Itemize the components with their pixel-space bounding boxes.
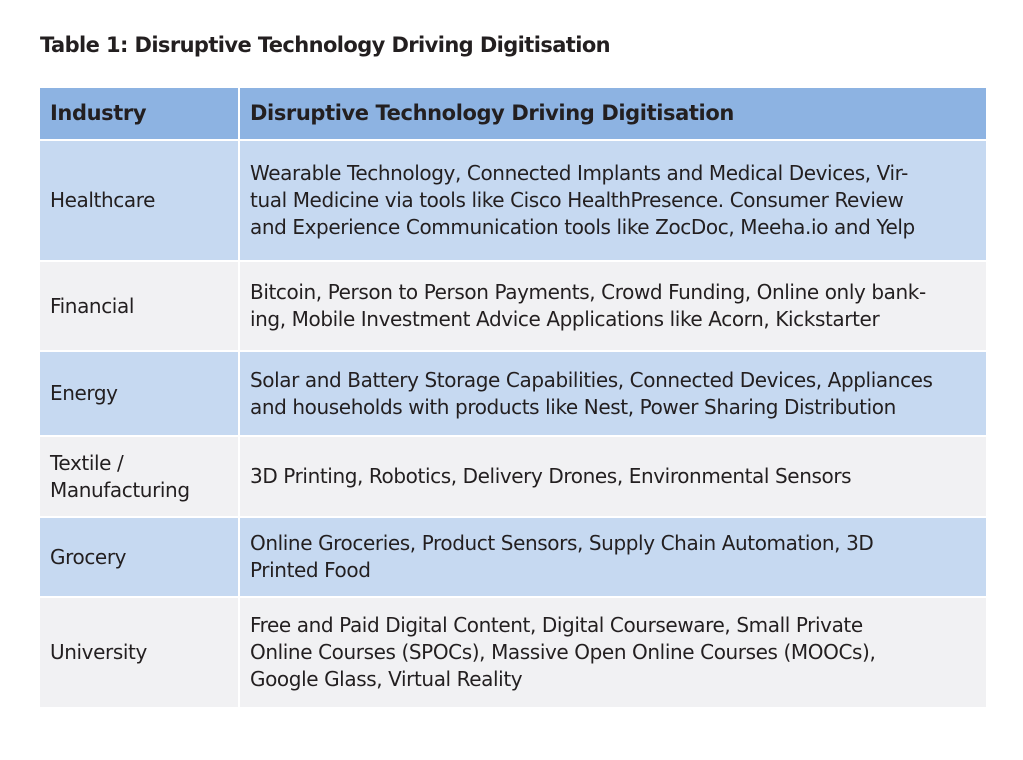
industry-cell: Energy bbox=[40, 352, 240, 437]
table-row: University Free and Paid Digital Content,… bbox=[40, 598, 986, 709]
industry-cell: Grocery bbox=[40, 518, 240, 598]
cell-text-line: Healthcare bbox=[50, 188, 156, 212]
header-technology: Disruptive Technology Driving Digitisati… bbox=[240, 88, 986, 141]
header-row: Industry Disruptive Technology Driving D… bbox=[40, 88, 986, 141]
cell-text-line: Energy bbox=[50, 381, 118, 405]
cell-text-line: Online Courses (SPOCs), Massive Open Onl… bbox=[250, 640, 876, 664]
cell-text-line: 3D Printing, Robotics, Delivery Drones, … bbox=[250, 464, 852, 488]
industry-cell: Financial bbox=[40, 262, 240, 352]
cell-text-line: and Experience Communication tools like … bbox=[250, 215, 915, 239]
industry-cell: Textile / Manufacturing bbox=[40, 437, 240, 518]
cell-text-line: University bbox=[50, 640, 147, 664]
cell-text-line: Online Groceries, Product Sensors, Suppl… bbox=[250, 531, 874, 555]
industry-cell: University bbox=[40, 598, 240, 709]
table-row: Textile / Manufacturing 3D Printing, Robot… bbox=[40, 437, 986, 518]
cell-text-line: tual Medicine via tools like Cisco Healt… bbox=[250, 188, 904, 212]
header-industry: Industry bbox=[40, 88, 240, 141]
technology-cell: 3D Printing, Robotics, Delivery Drones, … bbox=[240, 437, 986, 518]
cell-text-line: Financial bbox=[50, 293, 134, 318]
cell-text-line: Printed Food bbox=[250, 558, 371, 582]
technology-cell: Online Groceries, Product Sensors, Suppl… bbox=[240, 518, 986, 598]
cell-text-line: and households with products like Nest, … bbox=[250, 394, 896, 419]
table-row: Healthcare Wearable Technology, Connected… bbox=[40, 141, 986, 262]
technology-cell: Solar and Battery Storage Capabilities, … bbox=[240, 352, 986, 437]
cell-text-line: Grocery bbox=[50, 544, 127, 569]
technology-cell: Wearable Technology, Connected Implants … bbox=[240, 141, 986, 262]
table-row: Energy Solar and Battery Storage Capabili… bbox=[40, 352, 986, 437]
technology-cell: Bitcoin, Person to Person Payments, Crow… bbox=[240, 262, 986, 352]
cell-text-line: Textile / bbox=[50, 450, 124, 475]
technology-table: Industry Disruptive Technology Driving D… bbox=[40, 88, 986, 709]
cell-text-line: Bitcoin, Person to Person Payments, Crow… bbox=[250, 280, 926, 304]
table-row: Financial Bitcoin, Person to Person Payme… bbox=[40, 262, 986, 352]
cell-text-line: Manufacturing bbox=[50, 477, 190, 502]
cell-text-line: Google Glass, Virtual Reality bbox=[250, 667, 523, 691]
cell-text-line: Wearable Technology, Connected Implants … bbox=[250, 161, 908, 185]
cell-text-line: Free and Paid Digital Content, Digital C… bbox=[250, 613, 863, 637]
table-row: Grocery Online Groceries, Product Sensors… bbox=[40, 518, 986, 598]
industry-cell: Healthcare bbox=[40, 141, 240, 262]
table-title: Table 1: Disruptive Technology Driving D… bbox=[40, 33, 611, 57]
technology-cell: Free and Paid Digital Content, Digital C… bbox=[240, 598, 986, 709]
cell-text-line: Solar and Battery Storage Capabilities, … bbox=[250, 367, 933, 392]
cell-text-line: ing, Mobile Investment Advice Applicatio… bbox=[250, 307, 880, 331]
